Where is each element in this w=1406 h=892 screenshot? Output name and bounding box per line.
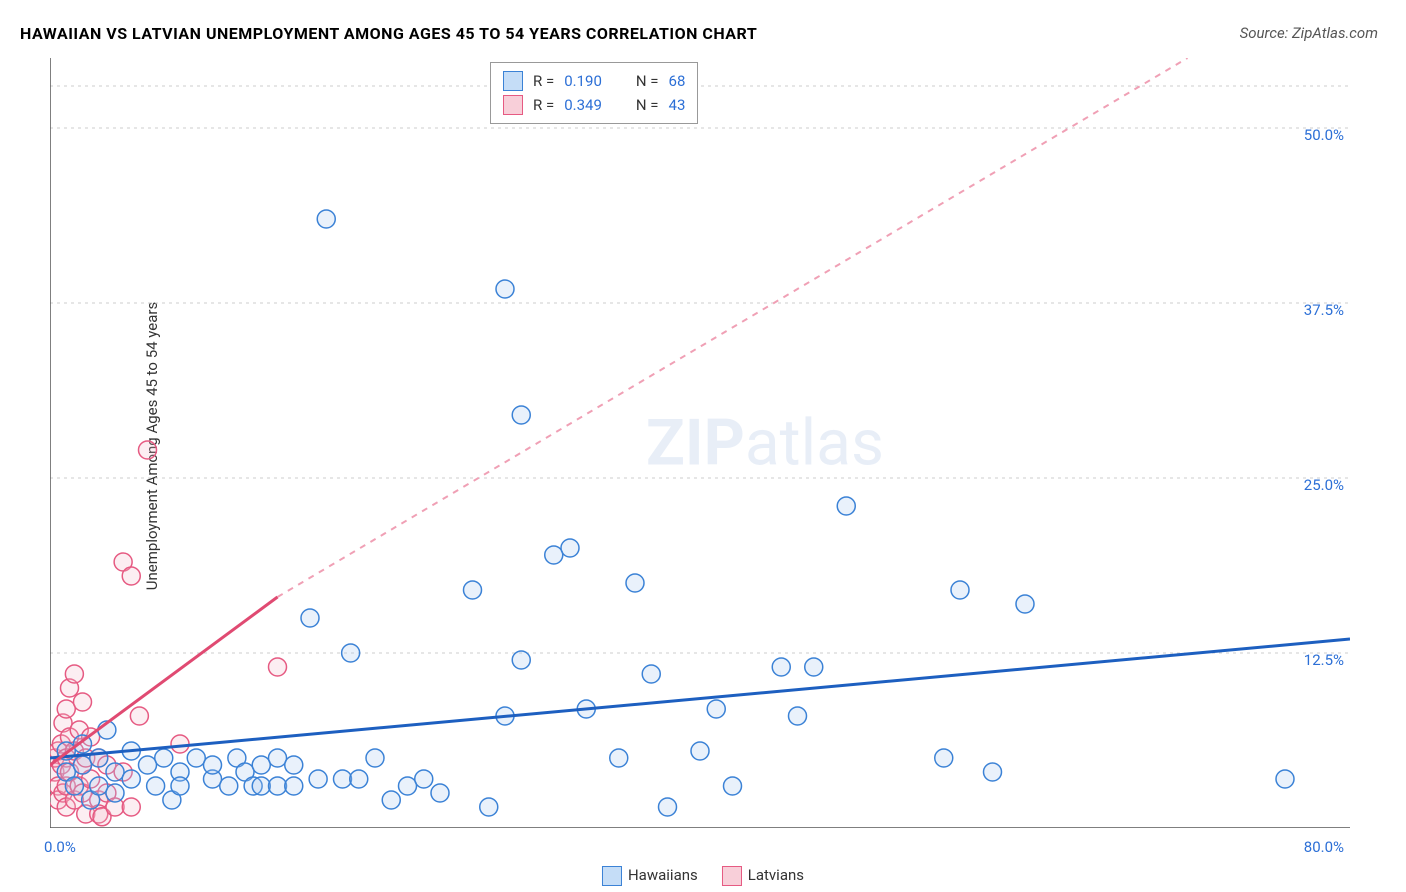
x-axis-min-label: 0.0% — [44, 838, 76, 856]
legend-swatch-hawaiians — [503, 71, 523, 91]
y-tick-label: 12.5% — [1304, 651, 1344, 669]
y-tick-label: 25.0% — [1304, 476, 1344, 494]
series-legend-label-latvians: Latvians — [748, 866, 804, 884]
legend-n-prefix: N = — [636, 93, 659, 117]
legend-r-value-latvians: 0.349 — [564, 93, 602, 117]
legend-r-prefix: R = — [533, 69, 554, 93]
scatter-svg — [50, 58, 1350, 828]
legend-n-value-latvians: 43 — [669, 93, 686, 117]
correlation-legend: R = 0.190 N = 68 R = 0.349 N = 43 — [490, 62, 698, 124]
source-attribution: Source: ZipAtlas.com — [1240, 24, 1378, 42]
series-legend-item-hawaiians: Hawaiians — [602, 866, 698, 886]
legend-n-prefix: N = — [636, 69, 659, 93]
y-tick-label: 50.0% — [1304, 126, 1344, 144]
chart-container: HAWAIIAN VS LATVIAN UNEMPLOYMENT AMONG A… — [0, 0, 1406, 892]
plot-area: ZIPatlas R =0.190N =68R =0.349N =43 12.5… — [50, 58, 1350, 828]
y-tick-label: 37.5% — [1304, 301, 1344, 319]
series-legend-swatch-hawaiians — [602, 866, 622, 886]
series-legend-item-latvians: Latvians — [722, 866, 804, 886]
series-legend: Hawaiians Latvians — [602, 866, 804, 886]
legend-swatch-latvians — [503, 95, 523, 115]
legend-row-hawaiians: R = 0.190 N = 68 — [503, 69, 685, 93]
series-legend-swatch-latvians — [722, 866, 742, 886]
series-legend-label-hawaiians: Hawaiians — [628, 866, 698, 884]
x-axis-max-label: 80.0% — [1304, 838, 1344, 856]
legend-n-value-hawaiians: 68 — [669, 69, 686, 93]
legend-r-value-hawaiians: 0.190 — [564, 69, 602, 93]
legend-row-latvians: R = 0.349 N = 43 — [503, 93, 685, 117]
legend-r-prefix: R = — [533, 93, 554, 117]
chart-title: HAWAIIAN VS LATVIAN UNEMPLOYMENT AMONG A… — [20, 24, 757, 43]
